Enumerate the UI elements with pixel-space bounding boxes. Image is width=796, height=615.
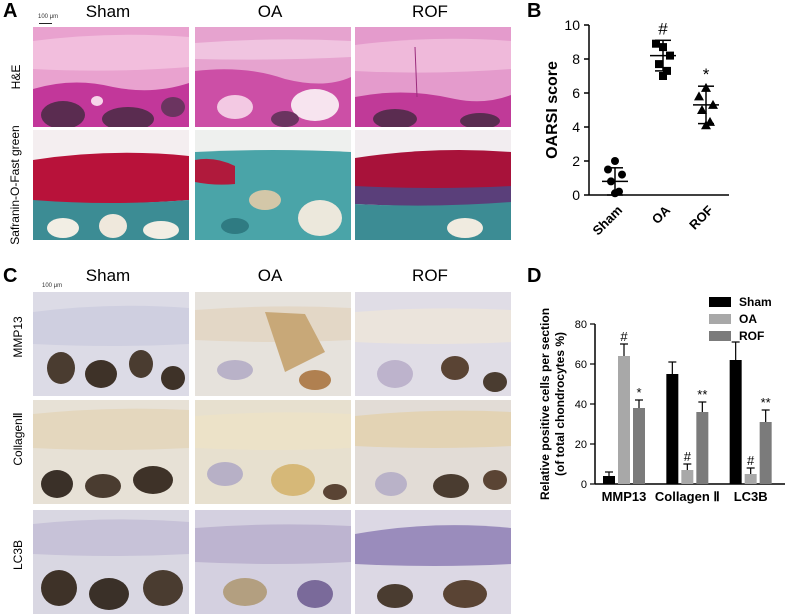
lc3b-rof-micrograph — [355, 510, 511, 614]
panel-c-row-collagen: CollagenⅡ — [11, 412, 25, 466]
data-point — [701, 82, 711, 92]
data-point — [659, 43, 667, 52]
x-tick-label: Collagen Ⅱ — [655, 489, 720, 504]
y-tick-label: 0 — [581, 479, 587, 491]
data-point — [652, 39, 660, 48]
mmp13-oa-micrograph — [195, 292, 351, 396]
oarsi-score-chart: 0 2 4 6 8 10 OARSI score Sham OA # ROF * — [544, 17, 729, 239]
data-point — [604, 165, 612, 174]
panel-a-col-oa: OA — [257, 2, 283, 21]
y-axis-title-line2: (of total chondrocytes %) — [553, 332, 567, 476]
safranin-rof-micrograph — [355, 130, 511, 240]
x-tick-label: LC3B — [734, 489, 768, 504]
data-point — [701, 120, 711, 130]
y-tick-label: 2 — [572, 153, 580, 169]
collagen-sham-micrograph — [33, 400, 189, 504]
he-sham-micrograph — [33, 27, 189, 127]
bar-oa — [618, 356, 630, 484]
y-tick-label: 6 — [572, 85, 580, 101]
lc3b-sham-micrograph — [33, 510, 189, 614]
data-point — [708, 99, 718, 109]
data-point — [663, 66, 671, 75]
panel-a-col-rof: ROF — [412, 2, 448, 21]
significance-mark: # — [747, 453, 755, 468]
lc3b-oa-micrograph — [195, 510, 351, 614]
bar-rof — [633, 408, 645, 484]
y-tick-label: 8 — [572, 51, 580, 67]
collagen-rof-micrograph — [355, 400, 511, 504]
x-tick-label: ROF — [686, 202, 716, 232]
he-rof-micrograph — [355, 27, 511, 127]
positive-cells-chart: 0 20 40 60 80 Relative positive cells per sec… — [538, 295, 785, 504]
data-point — [611, 157, 619, 165]
significance-mark: * — [636, 385, 641, 400]
x-tick-label: Sham — [589, 203, 625, 239]
panel-a-scale-bar — [39, 23, 52, 24]
data-point — [611, 189, 619, 198]
y-axis-title-line1: Relative positive cells per section — [538, 308, 552, 500]
bar-oa — [744, 474, 757, 484]
legend-swatch-sham — [709, 297, 731, 307]
data-point — [659, 72, 667, 80]
bar-oa — [681, 470, 694, 484]
legend-swatch-oa — [709, 314, 731, 324]
data-point — [655, 60, 663, 69]
panel-a-scale-label: 100 μm — [38, 14, 59, 20]
mmp13-sham-micrograph — [33, 292, 189, 396]
panel-c-scale-label: 100 μm — [42, 283, 63, 289]
bar-sham — [729, 360, 742, 484]
panel-d-letter: D — [527, 265, 542, 287]
significance-mark: ** — [697, 387, 707, 402]
y-tick-label: 60 — [575, 359, 587, 371]
he-oa-micrograph — [195, 27, 351, 127]
y-axis-title: OARSI score — [544, 61, 561, 159]
panel-a-col-sham: Sham — [85, 2, 131, 21]
significance-mark: ** — [761, 395, 771, 410]
legend-swatch-rof — [709, 331, 731, 341]
y-tick-label: 10 — [564, 17, 580, 33]
panel-c-col-rof: ROF — [412, 266, 448, 285]
y-tick-label: 0 — [572, 187, 580, 203]
legend-label-rof: ROF — [739, 329, 764, 343]
legend-label-oa: OA — [739, 312, 757, 326]
panel-c-row-lc3b: LC3B — [11, 539, 25, 571]
panel-a-letter: A — [3, 0, 18, 22]
panel-a-row-he: H&E — [9, 64, 23, 90]
panel-c-col-sham: Sham — [85, 266, 131, 285]
data-point — [618, 170, 626, 179]
data-point — [607, 177, 615, 186]
y-tick-label: 40 — [575, 399, 587, 411]
bar-rof — [759, 422, 772, 484]
y-tick-label: 80 — [575, 319, 587, 331]
legend-label-sham: Sham — [739, 295, 772, 309]
bar-rof — [696, 412, 709, 484]
x-tick-label: MMP13 — [602, 489, 647, 504]
panel-c-col-oa: OA — [257, 266, 283, 285]
significance-mark: * — [703, 65, 710, 84]
panel-b-letter: B — [527, 0, 542, 22]
significance-mark: # — [658, 19, 668, 38]
data-point — [697, 105, 707, 114]
y-tick-label: 4 — [572, 119, 580, 135]
safranin-sham-micrograph — [33, 130, 189, 240]
bar-sham — [666, 374, 679, 484]
panel-c-row-mmp13: MMP13 — [11, 316, 25, 358]
data-point — [666, 51, 674, 60]
x-tick-label: OA — [649, 202, 674, 227]
data-point — [694, 91, 704, 101]
bar-sham — [603, 476, 615, 484]
y-tick-label: 20 — [575, 439, 587, 451]
significance-mark: # — [684, 449, 692, 464]
panel-a-row-safranin: Safranin-O-Fast green — [8, 125, 22, 245]
panel-c-letter: C — [3, 265, 18, 287]
significance-mark: # — [620, 329, 628, 344]
collagen-oa-micrograph — [195, 400, 351, 504]
safranin-oa-micrograph — [195, 130, 351, 240]
mmp13-rof-micrograph — [355, 292, 511, 396]
